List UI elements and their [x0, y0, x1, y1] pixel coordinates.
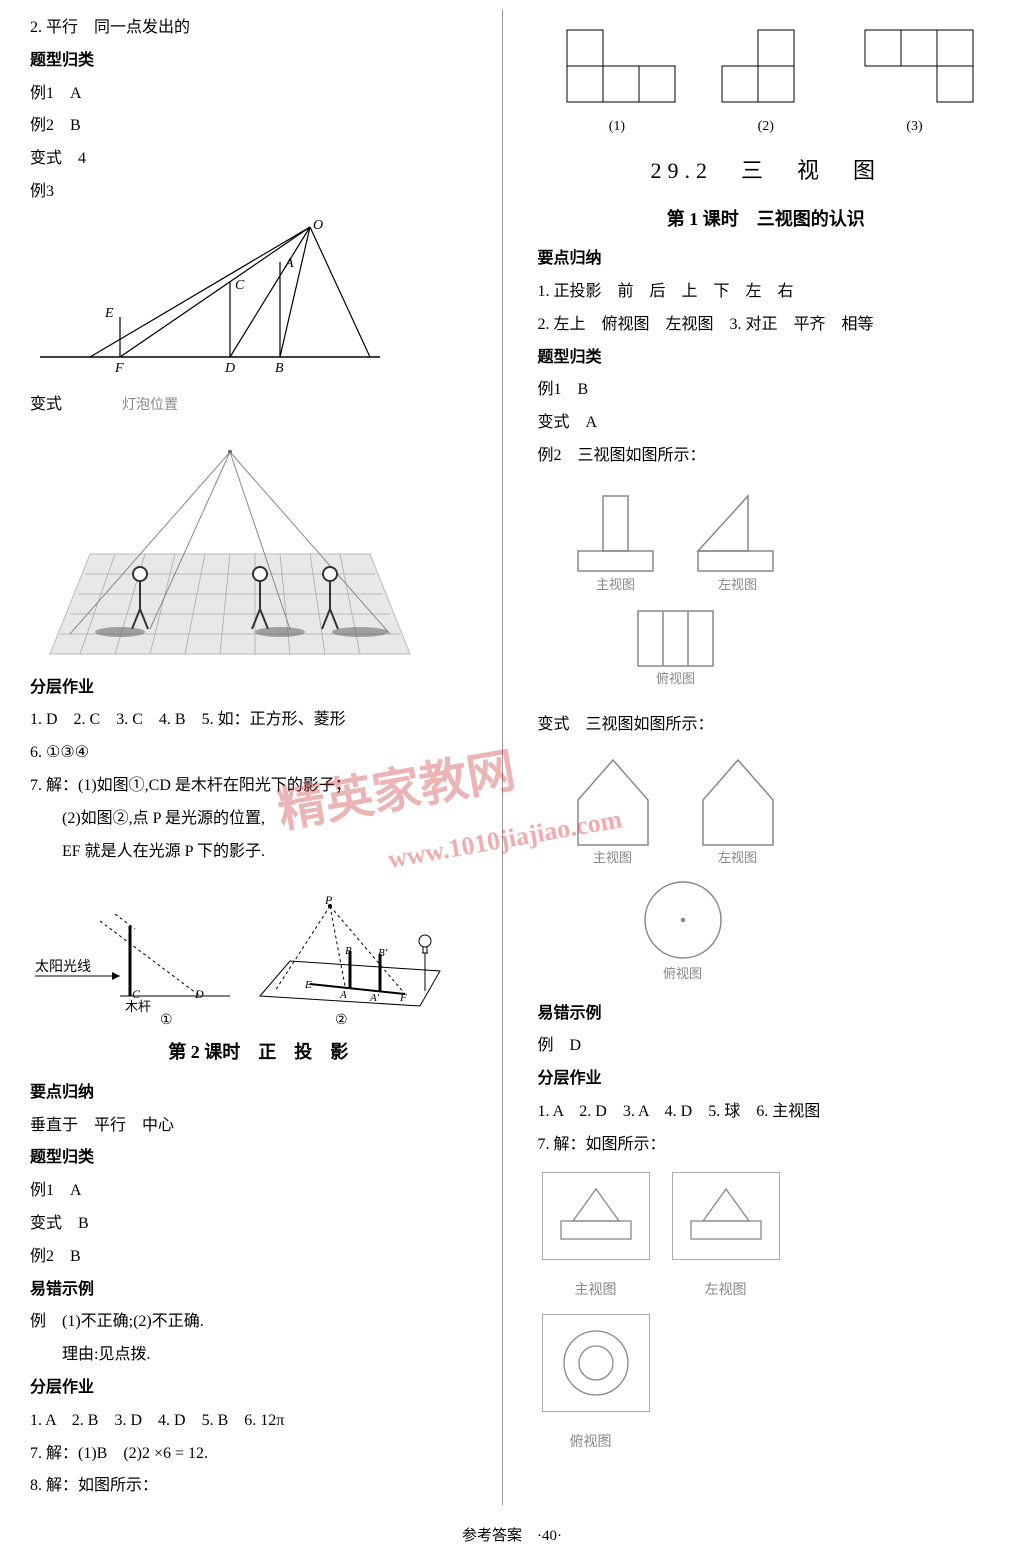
net-figure-2: (2) — [716, 20, 816, 139]
lesson1-title: 第 1 课时 三视图的认识 — [538, 203, 995, 235]
svg-text:A′: A′ — [369, 992, 380, 1004]
net-figures-row: (1) (2) (3) — [538, 20, 995, 139]
svg-text:A: A — [284, 256, 294, 271]
heading-fenceng: 分层作业 — [30, 1374, 487, 1403]
view-label: 俯视图 — [538, 1430, 644, 1455]
content-columns: 2. 平行 同一点发出的 题型归类 例1 A 例2 B 变式 4 例3 O A … — [30, 10, 994, 1505]
text-line: 变式 — [30, 391, 62, 420]
svg-text:F: F — [114, 361, 124, 376]
text-line: 变式 B — [30, 1210, 487, 1239]
svg-text:主视图: 主视图 — [596, 577, 635, 592]
lesson2-title: 第 2 课时 正 投 影 — [30, 1036, 487, 1068]
triangle-figure: O A B C D E F — [30, 217, 487, 377]
svg-text:B: B — [275, 361, 284, 376]
text-line: 7. 解：如图所示： — [538, 1131, 995, 1160]
text-line: 例1 A — [30, 1177, 487, 1206]
lamp-figure — [30, 434, 487, 664]
lamp-label: 灯泡位置 — [122, 393, 178, 418]
svg-text:D: D — [194, 987, 204, 1001]
text-line: 例2 三视图如图所示： — [538, 442, 995, 471]
svg-text:左视图: 左视图 — [718, 850, 757, 865]
text-line: EF 就是人在光源 P 下的影子. — [30, 838, 487, 867]
left-column: 2. 平行 同一点发出的 题型归类 例1 A 例2 B 变式 4 例3 O A … — [30, 10, 503, 1505]
view-label: 左视图 — [668, 1278, 784, 1303]
svg-text:木杆: 木杆 — [125, 999, 151, 1014]
heading-tixing: 题型归类 — [30, 47, 487, 76]
svg-text:E: E — [104, 306, 114, 321]
heading-yicuo: 易错示例 — [538, 1000, 995, 1029]
text-line: 1. 正投影 前 后 上 下 左 右 — [538, 278, 995, 307]
heading-yicuo: 易错示例 — [30, 1276, 487, 1305]
text-line: 8. 解：如图所示： — [30, 1472, 487, 1501]
text-line: 变式 4 — [30, 145, 487, 174]
view-label: 主视图 — [538, 1278, 654, 1303]
text-line: 7. 解：(1)B (2)2 ×6 = 12. — [30, 1440, 487, 1469]
svg-text:B′: B′ — [378, 947, 388, 959]
text-line: 2. 平行 同一点发出的 — [30, 14, 487, 43]
heading-tixing: 题型归类 — [538, 344, 995, 373]
svg-text:俯视图: 俯视图 — [663, 966, 702, 981]
text-line: (2)如图②,点 P 是光源的位置, — [30, 805, 487, 834]
heading-fenceng: 分层作业 — [30, 674, 487, 703]
threeview-figure-1: 主视图 左视图 俯视图 — [538, 481, 995, 701]
text-line: 2. 左上 俯视图 左视图 3. 对正 平齐 相等 — [538, 311, 995, 340]
svg-text:A: A — [339, 989, 347, 1001]
svg-text:O: O — [313, 218, 323, 233]
svg-text:C: C — [235, 278, 245, 293]
text-line: 例 D — [538, 1032, 995, 1061]
text-line: 1. A 2. D 3. A 4. D 5. 球 6. 主视图 — [538, 1098, 995, 1127]
section-title: 29.2 三 视 图 — [538, 151, 995, 191]
heading-fenceng: 分层作业 — [538, 1065, 995, 1094]
net-figure-3: (3) — [855, 20, 975, 139]
text-line: 6. ①③④ — [30, 739, 487, 768]
svg-text:B: B — [345, 945, 352, 957]
text-line: 例1 A — [30, 80, 487, 109]
svg-text:俯视图: 俯视图 — [656, 671, 695, 686]
svg-text:主视图: 主视图 — [593, 850, 632, 865]
svg-text:①: ① — [160, 1013, 173, 1026]
svg-text:太阳光线: 太阳光线 — [35, 959, 91, 975]
text-line: 变式 A — [538, 409, 995, 438]
text-line: 变式 三视图如图所示： — [538, 711, 995, 740]
text-line: 垂直于 平行 中心 — [30, 1112, 487, 1141]
net-caption: (3) — [855, 114, 975, 139]
text-line: 1. D 2. C 3. C 4. B 5. 如：正方形、菱形 — [30, 706, 487, 735]
svg-text:②: ② — [335, 1013, 348, 1026]
text-line: 例3 — [30, 178, 487, 207]
boxed-threeview: 主视图 左视图 俯视图 — [538, 1168, 995, 1456]
heading-yaodian: 要点归纳 — [538, 245, 995, 274]
text-line: 例1 B — [538, 376, 995, 405]
text-line: 例 (1)不正确;(2)不正确. — [30, 1308, 487, 1337]
page-footer: 参考答案 ·40· — [30, 1523, 994, 1550]
text-line: 7. 解：(1)如图①,CD 是木杆在阳光下的影子； — [30, 772, 487, 801]
svg-text:左视图: 左视图 — [718, 577, 757, 592]
svg-text:D: D — [224, 361, 235, 376]
net-figure-1: (1) — [557, 20, 677, 139]
text-line: 例2 B — [30, 112, 487, 141]
right-column: (1) (2) (3) 29.2 三 视 图 — [523, 10, 995, 1505]
heading-yaodian: 要点归纳 — [30, 1079, 487, 1108]
sun-light-figure: 太阳光线 C D 木杆 ① P — [30, 876, 487, 1026]
svg-text:F: F — [399, 992, 407, 1004]
heading-tixing: 题型归类 — [30, 1144, 487, 1173]
text-line: 理由:见点拨. — [30, 1341, 487, 1370]
net-caption: (1) — [557, 114, 677, 139]
text-line: 例2 B — [30, 1243, 487, 1272]
net-caption: (2) — [716, 114, 816, 139]
threeview-figure-2: 主视图 左视图 俯视图 — [538, 750, 995, 990]
svg-text:E: E — [304, 979, 312, 991]
text-line: 1. A 2. B 3. D 4. D 5. B 6. 12π — [30, 1407, 487, 1436]
